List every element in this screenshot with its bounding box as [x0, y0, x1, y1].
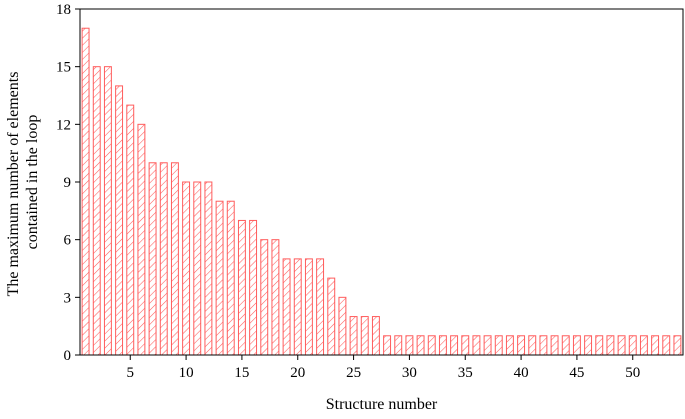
x-tick-label: 35 [458, 365, 473, 381]
x-tick-label: 10 [179, 365, 194, 381]
bar-35 [461, 335, 470, 356]
x-axis: 5 10 15 20 25 30 35 40 45 50 [127, 355, 640, 381]
bar-36 [472, 335, 481, 356]
bar-19 [282, 258, 291, 356]
bar-37 [483, 335, 492, 356]
bar-51 [639, 335, 648, 356]
y-axis-title: The maximum number of elements contained… [5, 68, 41, 297]
bars [81, 27, 682, 356]
bar-13 [215, 200, 224, 356]
bar-3 [103, 66, 112, 356]
bar-18 [271, 239, 280, 356]
bar-52 [651, 335, 660, 356]
bar-24 [338, 296, 347, 356]
x-tick-label: 50 [625, 365, 640, 381]
bar-54 [673, 335, 682, 356]
bar-32 [427, 335, 436, 356]
x-tick-label: 30 [402, 365, 417, 381]
bar-16 [249, 219, 258, 356]
bar-12 [204, 181, 213, 356]
y-axis-title-line-2: contained in the loop [24, 115, 41, 250]
x-tick-label: 40 [514, 365, 529, 381]
bar-50 [628, 335, 637, 356]
bar-33 [438, 335, 447, 356]
y-axis-title-line-1: The maximum number of elements [5, 72, 22, 297]
y-tick-label: 15 [56, 60, 71, 76]
bar-42 [539, 335, 548, 356]
bar-44 [561, 335, 570, 356]
bar-5 [126, 104, 135, 356]
bar-21 [304, 258, 313, 356]
bar-31 [416, 335, 425, 356]
x-tick-label: 5 [127, 365, 135, 381]
bar-8 [159, 162, 168, 356]
bar-9 [170, 162, 179, 356]
y-tick-label: 9 [64, 175, 72, 191]
y-axis: 0 3 6 9 12 15 18 [56, 2, 80, 364]
bar-45 [572, 335, 581, 356]
y-tick-label: 12 [56, 117, 71, 133]
bar-15 [237, 219, 246, 356]
bar-10 [182, 181, 191, 356]
bar-40 [517, 335, 526, 356]
bar-14 [226, 200, 235, 356]
bar-23 [327, 277, 336, 356]
y-tick-label: 18 [56, 2, 71, 18]
x-axis-title: Structure number [326, 396, 438, 413]
bar-7 [148, 162, 157, 356]
bar-2 [92, 66, 101, 356]
bar-4 [115, 85, 124, 356]
x-tick-label: 20 [290, 365, 305, 381]
y-tick-label: 6 [64, 233, 72, 249]
bar-47 [595, 335, 604, 356]
bar-34 [450, 335, 459, 356]
x-tick-label: 25 [346, 365, 361, 381]
bar-43 [550, 335, 559, 356]
bar-53 [662, 335, 671, 356]
bar-20 [293, 258, 302, 356]
bar-25 [349, 316, 358, 356]
y-tick-label: 0 [64, 348, 72, 364]
bar-1 [81, 27, 90, 356]
bar-38 [494, 335, 503, 356]
bar-27 [371, 316, 380, 356]
bar-17 [260, 239, 269, 356]
bar-30 [405, 335, 414, 356]
bar-41 [528, 335, 537, 356]
bar-39 [505, 335, 514, 356]
x-tick-label: 45 [569, 365, 584, 381]
bar-26 [360, 316, 369, 356]
plot-frame [79, 8, 684, 356]
bar-48 [606, 335, 615, 356]
bar-11 [193, 181, 202, 356]
bar-28 [383, 335, 392, 356]
bar-22 [316, 258, 325, 356]
bar-49 [617, 335, 626, 356]
y-tick-label: 3 [64, 290, 72, 306]
bar-46 [584, 335, 593, 356]
bar-29 [394, 335, 403, 356]
bar-6 [137, 123, 146, 356]
x-tick-label: 15 [234, 365, 249, 381]
